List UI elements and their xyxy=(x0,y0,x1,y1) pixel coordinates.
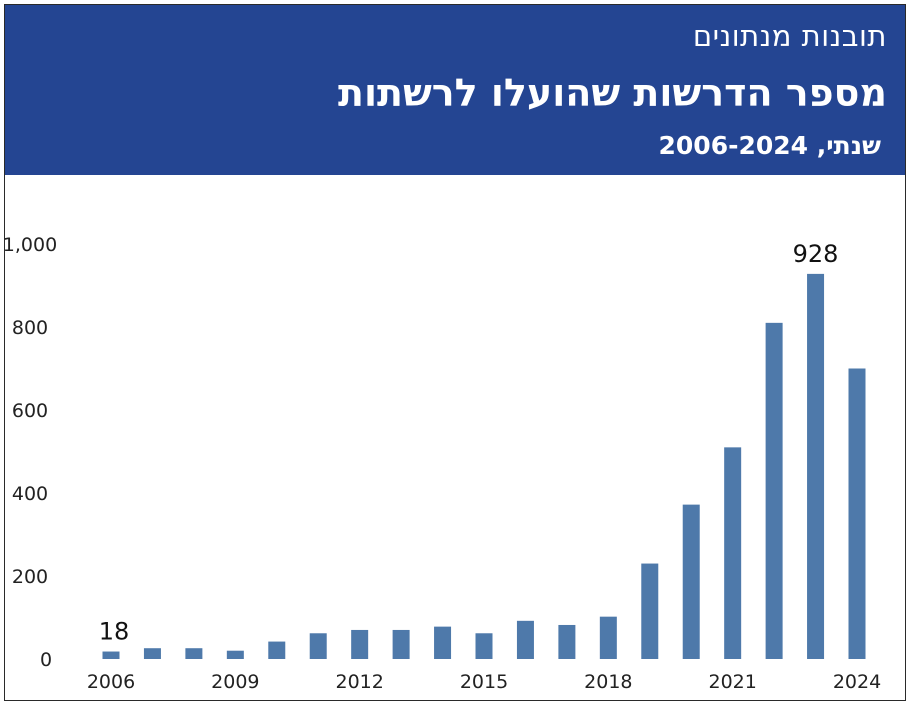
bar-2008 xyxy=(185,648,203,659)
x-tick-label: 2009 xyxy=(211,671,259,693)
y-axis-ticks: 0 200 400 600 800 1,000 xyxy=(3,234,57,671)
bar-2010 xyxy=(268,641,286,659)
bar-2016 xyxy=(516,620,534,659)
bar-2009 xyxy=(226,650,244,659)
chart-frame: תובנות מנתונים מספר הדרשות שהועלו לרשתות… xyxy=(4,4,906,701)
y-tick-label: 1,000 xyxy=(3,234,57,256)
bar-2014 xyxy=(434,626,452,659)
data-label: 18 xyxy=(99,618,130,646)
bars xyxy=(102,273,866,659)
y-tick-label: 600 xyxy=(12,400,48,422)
x-tick-label: 2015 xyxy=(460,671,508,693)
bar-2023 xyxy=(807,273,825,659)
y-tick-label: 800 xyxy=(12,317,48,339)
bar-2019 xyxy=(641,563,659,659)
bar-2013 xyxy=(392,629,410,659)
y-tick-label: 400 xyxy=(12,483,48,505)
bar-2012 xyxy=(351,629,369,659)
chart-subtitle: שנתי, 2006-2024 xyxy=(658,131,881,160)
header-kicker: תובנות מנתונים xyxy=(692,19,887,53)
chart-title: מספר הדרשות שהועלו לרשתות xyxy=(338,71,887,115)
x-tick-label: 2024 xyxy=(833,671,881,693)
bar-2006 xyxy=(102,651,120,659)
bar-2024 xyxy=(848,368,866,659)
bar-2015 xyxy=(475,633,493,659)
data-label: 928 xyxy=(793,240,839,268)
bar-2017 xyxy=(558,624,576,659)
x-axis-ticks: 2006 2009 2012 2015 2018 2021 2024 xyxy=(87,671,881,693)
bar-2022 xyxy=(765,322,783,659)
x-tick-label: 2021 xyxy=(708,671,756,693)
x-tick-label: 2006 xyxy=(87,671,135,693)
x-tick-label: 2012 xyxy=(335,671,383,693)
bar-2011 xyxy=(309,633,327,659)
data-labels: 18 928 xyxy=(99,240,839,646)
y-tick-label: 200 xyxy=(12,566,48,588)
x-tick-label: 2018 xyxy=(584,671,632,693)
bar-2021 xyxy=(724,447,742,659)
chart-header: תובנות מנתונים מספר הדרשות שהועלו לרשתות… xyxy=(5,5,905,175)
bar-2018 xyxy=(599,616,617,659)
bar-2020 xyxy=(682,504,700,659)
bar-2007 xyxy=(143,648,161,659)
y-tick-label: 0 xyxy=(40,649,52,671)
